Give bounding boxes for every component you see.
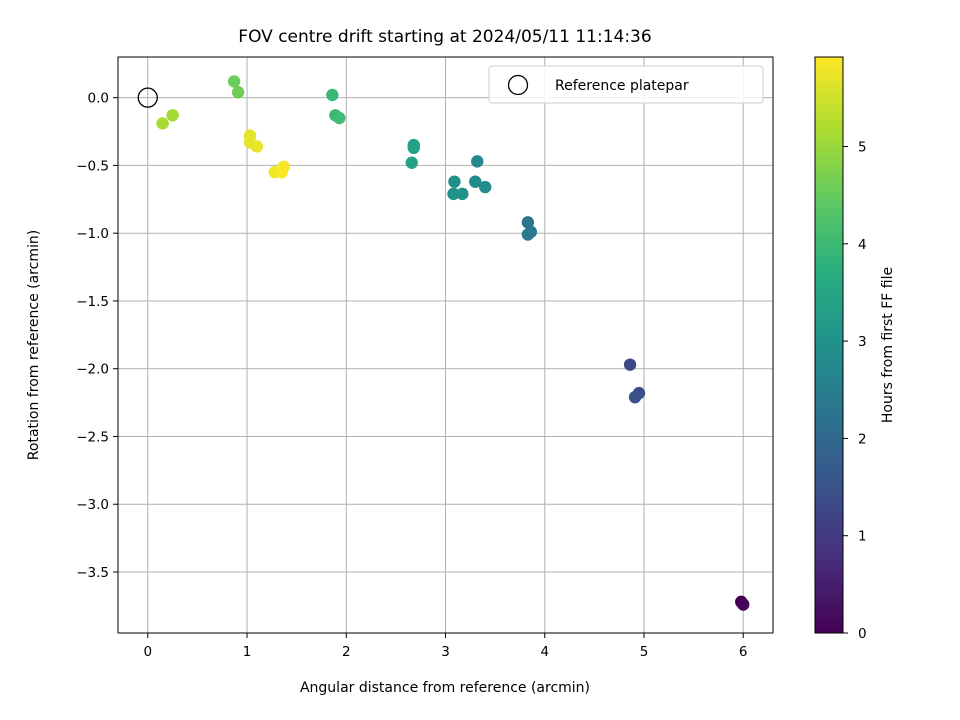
reference-marker [137,87,158,108]
data-point [628,390,642,404]
data-point [448,175,461,188]
colorbar-tick-label: 4 [858,237,867,253]
x-tick-label: 2 [342,644,351,660]
data-point [166,109,179,122]
data-point [250,140,264,153]
y-tick-label: −2.0 [76,362,109,378]
y-tick-label: −0.5 [76,158,109,174]
data-point [227,75,241,88]
data-point [156,117,169,130]
colorbar-label: Hours from first FF file [880,267,896,423]
data-point [471,155,484,168]
y-tick-label: −1.5 [76,294,109,310]
x-axis-label: Angular distance from reference (arcmin) [300,680,590,696]
x-tick-label: 5 [640,644,649,660]
grid-lines [118,57,773,633]
x-tick-label: 0 [143,644,152,660]
y-axis-label: Rotation from reference (arcmin) [26,230,42,460]
y-tick-label: 0.0 [88,91,109,107]
chart-title: FOV centre drift starting at 2024/05/11 … [238,27,651,47]
colorbar-ticks: 0 1 2 3 4 5 [843,140,867,642]
data-point [521,228,535,241]
legend: Reference platepar [488,65,764,104]
axis-ticks: 0 1 2 3 4 5 6 0.0 −0.5 −1.0 −1.5 −2.0 −2.5 −3.0 −3.5 [76,91,747,660]
data-points [137,75,750,611]
colorbar-tick-label: 3 [858,334,867,350]
y-tick-label: −3.0 [76,497,109,513]
y-tick-label: −1.0 [76,226,109,242]
data-point [623,358,637,371]
data-point [478,180,492,194]
data-point [407,141,420,155]
data-point [333,111,346,125]
data-point [275,166,288,179]
data-point [456,187,469,201]
data-point [447,187,460,201]
legend-marker [507,74,529,96]
x-tick-label: 3 [441,644,450,660]
colorbar-tick-label: 0 [858,626,867,642]
data-point [737,598,750,611]
data-point [231,86,245,99]
x-tick-label: 1 [243,644,252,660]
colorbar-tick-label: 2 [858,431,867,447]
plot-frame [117,56,774,634]
data-point [326,88,339,102]
legend-box [488,65,764,104]
colorbar-tick-label: 1 [858,529,867,545]
data-point [469,175,482,188]
colorbar-tick-label: 5 [858,140,867,156]
colorbar-gradient [814,56,844,634]
y-tick-label: −2.5 [76,429,109,445]
x-tick-label: 6 [739,644,748,660]
data-point [405,156,418,169]
data-point [521,216,535,229]
x-tick-label: 4 [540,644,549,660]
colorbar: 0 1 2 3 4 5 Hours from first FF file [814,56,896,642]
y-tick-label: −3.5 [76,565,109,581]
legend-label: Reference platepar [555,78,689,94]
